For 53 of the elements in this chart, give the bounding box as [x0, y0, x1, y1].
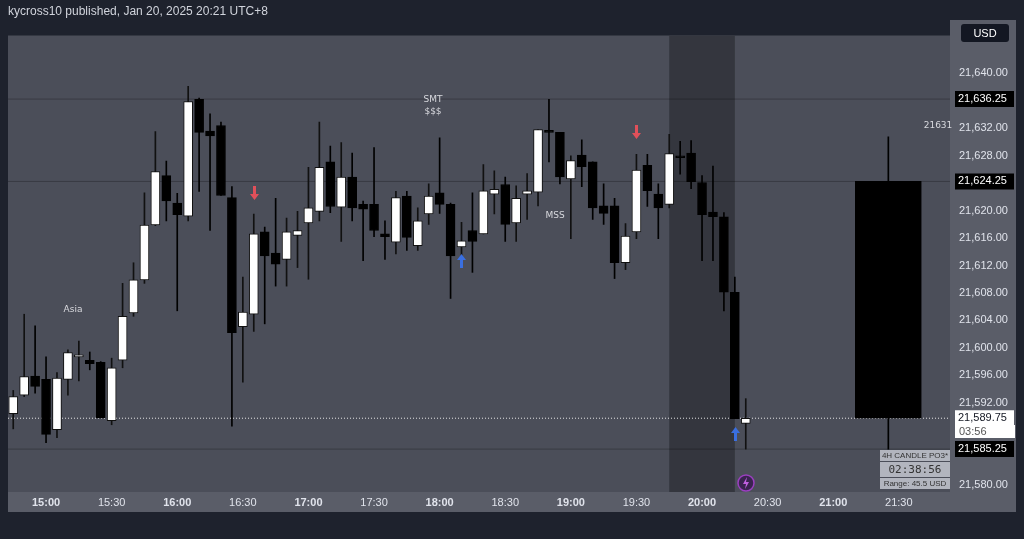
y-tick-label: 21,592.00: [959, 395, 1008, 408]
y-tick-label: 21,632.00: [959, 121, 1008, 134]
y-tick-label: 21,596.00: [959, 368, 1008, 381]
candlestick: [675, 140, 685, 175]
y-tick-label: 21,608.00: [959, 286, 1008, 298]
y-tick-label: 21,640.00: [959, 66, 1008, 79]
annotation: $$$: [424, 106, 442, 116]
text: USD: [961, 24, 1009, 42]
x-tick-label: 17:00: [294, 495, 323, 508]
ref-line-label: 21,624.25: [958, 174, 1007, 187]
x-tick-label: 17:30: [360, 495, 388, 508]
candlestick: [74, 340, 84, 382]
x-tick-label: 19:30: [622, 495, 651, 508]
x-tick-label: 15:00: [31, 495, 61, 508]
candlestick: [172, 193, 183, 312]
x-tick-label: 21:00: [819, 495, 848, 508]
annotation: Range: 45.5 USD: [880, 478, 950, 489]
y-tick-label: 21,620.00: [959, 203, 1008, 216]
candlestick: [566, 155, 576, 240]
ref-line-label: 21,636.25: [958, 92, 1007, 105]
text: 03:56: [955, 425, 1015, 438]
candlestick: [544, 99, 554, 163]
chart-title: kycross10 published, Jan 20, 2025 20:21 UTC+8: [8, 4, 268, 18]
candlestick: [522, 173, 532, 220]
candlestick: [238, 276, 248, 383]
x-tick-label: 16:30: [229, 495, 257, 508]
x-tick-label: 21:30: [885, 495, 913, 508]
candlestick: [358, 200, 368, 262]
x-tick-label: 15:30: [97, 495, 126, 508]
ref-line-label: 21,589.75: [958, 411, 1007, 424]
annotation: 4H CANDLE PO3*: [880, 450, 950, 461]
x-tick-label: 20:00: [687, 495, 717, 508]
y-tick-label: 21,628.00: [959, 148, 1008, 161]
x-tick-label: 20:30: [753, 495, 782, 508]
candlestick: [30, 325, 40, 394]
annotation: 02:38:56: [880, 462, 950, 477]
candlestick: [259, 226, 270, 325]
y-tick-label: 21,616.00: [959, 231, 1008, 244]
annotation: SMT: [423, 94, 443, 104]
y-tick-label: 21,612.00: [959, 258, 1008, 271]
annotation: MSS: [545, 210, 565, 220]
annotation: 21631: [923, 120, 953, 130]
candlestick: [84, 351, 95, 371]
y-tick-label: 21,600.00: [959, 340, 1008, 353]
y-tick-label: 21,580.00: [959, 478, 1008, 491]
annotation: Asia: [63, 304, 83, 314]
ref-line-label: 21,585.25: [958, 442, 1007, 455]
x-tick-label: 18:30: [491, 495, 520, 508]
x-tick-label: 16:00: [163, 495, 192, 508]
y-tick-label: 21,604.00: [959, 313, 1008, 326]
candlestick: [19, 313, 30, 397]
x-tick-label: 19:00: [556, 495, 585, 508]
x-tick-label: 18:00: [425, 495, 454, 508]
